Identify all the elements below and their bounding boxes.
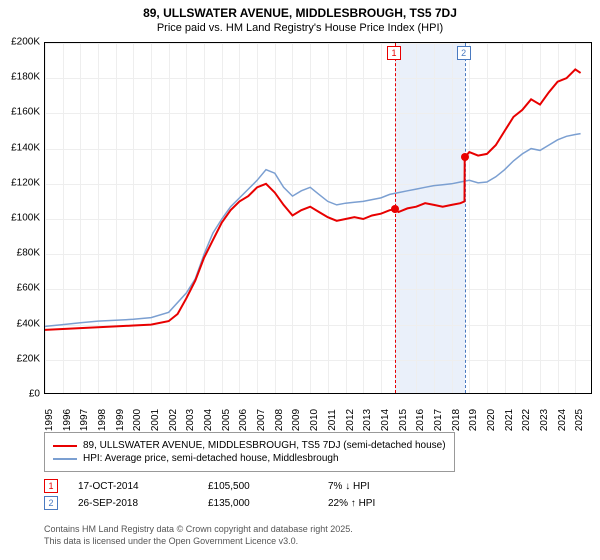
y-axis-label: £100K: [4, 213, 40, 224]
sale-point-dot: [391, 205, 399, 213]
x-axis-label: 2001: [150, 409, 161, 431]
series-line: [45, 69, 581, 330]
series-line: [45, 134, 581, 327]
x-axis-label: 2023: [539, 409, 550, 431]
legend-label: HPI: Average price, semi-detached house,…: [83, 453, 339, 464]
x-axis-label: 2011: [327, 409, 338, 431]
y-axis-label: £160K: [4, 107, 40, 118]
legend-row: HPI: Average price, semi-detached house,…: [53, 453, 446, 464]
x-axis-label: 2002: [168, 409, 179, 431]
x-axis-label: 2005: [221, 409, 232, 431]
x-axis-label: 2018: [451, 409, 462, 431]
y-axis-label: £60K: [4, 283, 40, 294]
sales-row: 2 26-SEP-2018 £135,000 22% ↑ HPI: [44, 496, 375, 510]
x-axis-label: 1999: [115, 409, 126, 431]
y-axis-label: £80K: [4, 248, 40, 259]
sale-marker-box: 2: [457, 46, 471, 60]
y-axis-label: £180K: [4, 72, 40, 83]
x-axis-label: 2003: [185, 409, 196, 431]
chart-lines: [45, 43, 592, 394]
sales-row-date: 26-SEP-2018: [78, 498, 188, 509]
sale-marker-box: 1: [387, 46, 401, 60]
x-axis-label: 2019: [468, 409, 479, 431]
x-axis-label: 2007: [256, 409, 267, 431]
sales-row-marker: 2: [44, 496, 58, 510]
y-axis-label: £120K: [4, 177, 40, 188]
legend: 89, ULLSWATER AVENUE, MIDDLESBROUGH, TS5…: [44, 432, 455, 472]
y-axis-label: £140K: [4, 142, 40, 153]
chart-title: 89, ULLSWATER AVENUE, MIDDLESBROUGH, TS5…: [0, 0, 600, 20]
x-axis-label: 1995: [44, 409, 55, 431]
legend-swatch: [53, 458, 77, 460]
x-axis-label: 2020: [486, 409, 497, 431]
sale-point-dot: [461, 153, 469, 161]
y-axis-label: £40K: [4, 318, 40, 329]
sales-row-price: £135,000: [208, 498, 308, 509]
footer-line1: Contains HM Land Registry data © Crown c…: [44, 524, 353, 536]
x-axis-label: 2013: [362, 409, 373, 431]
sales-row: 1 17-OCT-2014 £105,500 7% ↓ HPI: [44, 479, 375, 493]
x-axis-label: 2016: [415, 409, 426, 431]
x-axis-label: 2000: [132, 409, 143, 431]
sales-row-delta: 22% ↑ HPI: [328, 498, 375, 509]
y-axis-label: £200K: [4, 37, 40, 48]
footer-attribution: Contains HM Land Registry data © Crown c…: [44, 524, 353, 547]
legend-label: 89, ULLSWATER AVENUE, MIDDLESBROUGH, TS5…: [83, 440, 446, 451]
x-axis-label: 2017: [433, 409, 444, 431]
x-axis-label: 2014: [380, 409, 391, 431]
x-axis-label: 2022: [521, 409, 532, 431]
chart-plot-area: [44, 42, 592, 394]
sales-row-marker: 1: [44, 479, 58, 493]
sales-row-delta: 7% ↓ HPI: [328, 481, 370, 492]
chart-subtitle: Price paid vs. HM Land Registry's House …: [0, 20, 600, 38]
x-axis-label: 2010: [309, 409, 320, 431]
legend-row: 89, ULLSWATER AVENUE, MIDDLESBROUGH, TS5…: [53, 440, 446, 451]
x-axis-label: 1996: [62, 409, 73, 431]
x-axis-label: 2012: [345, 409, 356, 431]
legend-swatch: [53, 445, 77, 447]
y-axis-label: £20K: [4, 353, 40, 364]
footer-line2: This data is licensed under the Open Gov…: [44, 536, 353, 548]
x-axis-label: 2024: [557, 409, 568, 431]
x-axis-label: 1997: [79, 409, 90, 431]
x-axis-label: 2021: [504, 409, 515, 431]
sales-row-price: £105,500: [208, 481, 308, 492]
x-axis-label: 2015: [398, 409, 409, 431]
sales-row-date: 17-OCT-2014: [78, 481, 188, 492]
x-axis-label: 2025: [574, 409, 585, 431]
x-axis-label: 1998: [97, 409, 108, 431]
x-axis-label: 2008: [274, 409, 285, 431]
x-axis-label: 2006: [238, 409, 249, 431]
sales-table: 1 17-OCT-2014 £105,500 7% ↓ HPI 2 26-SEP-2018…: [44, 476, 375, 513]
y-axis-label: £0: [4, 389, 40, 400]
x-axis-label: 2009: [291, 409, 302, 431]
x-axis-label: 2004: [203, 409, 214, 431]
